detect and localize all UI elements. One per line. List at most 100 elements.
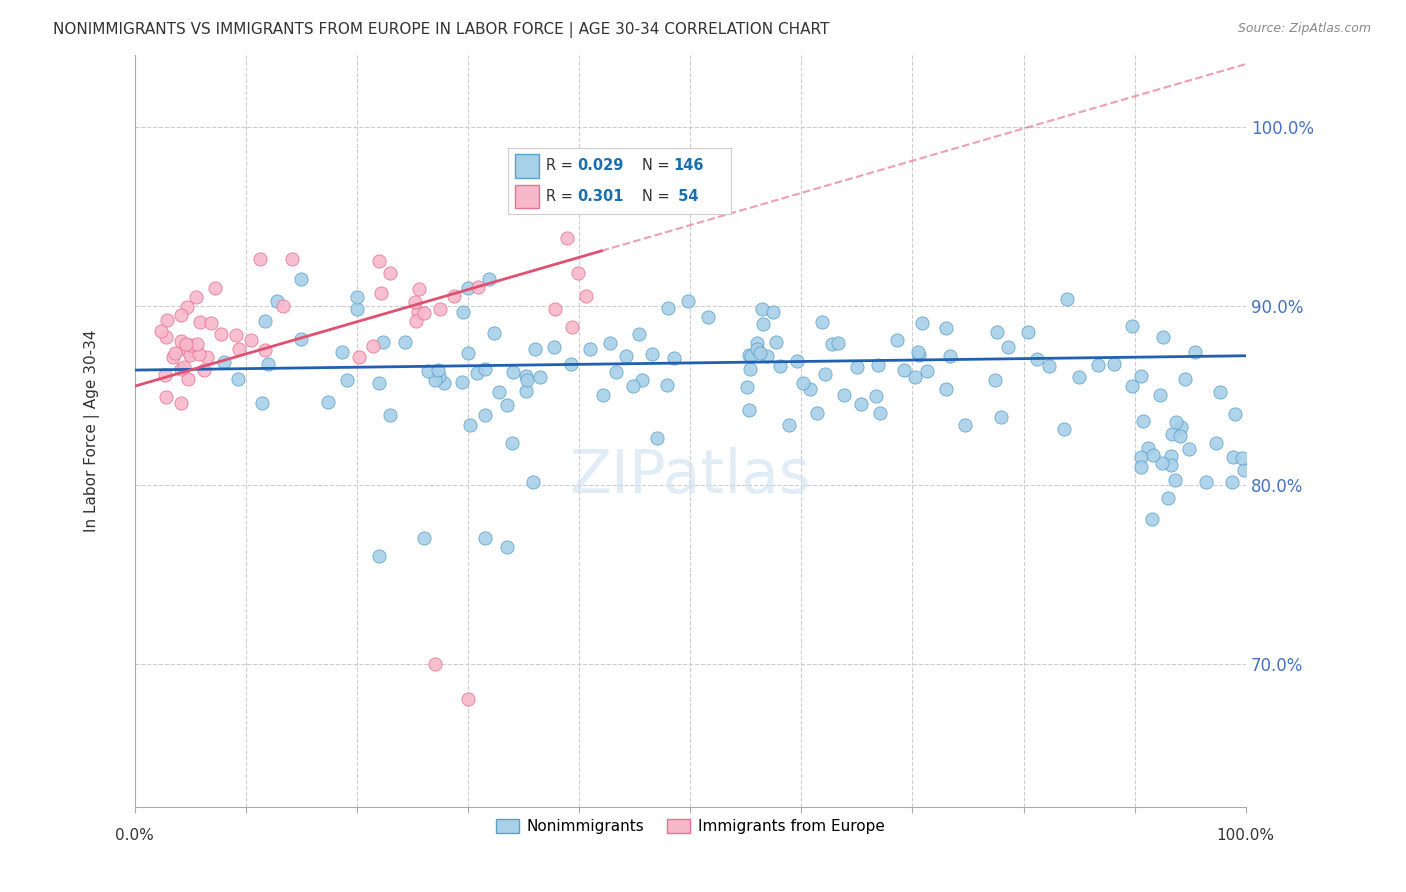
Point	[869, 406, 891, 420]
Point	[915, 364, 938, 378]
Point	[953, 418, 976, 433]
Point	[271, 299, 294, 313]
Point	[1142, 448, 1164, 462]
Point	[747, 342, 769, 356]
Text: N =: N =	[643, 159, 675, 173]
Point	[630, 374, 652, 388]
Point	[193, 363, 215, 377]
Point	[253, 343, 276, 357]
Point	[935, 382, 957, 396]
Point	[501, 436, 523, 450]
Point	[254, 314, 277, 328]
Text: 0.0%: 0.0%	[115, 828, 155, 843]
Point	[1104, 357, 1126, 371]
Point	[1160, 458, 1182, 472]
Point	[170, 334, 193, 349]
Point	[346, 290, 368, 304]
Point	[523, 342, 546, 356]
Point	[893, 363, 915, 377]
Point	[249, 252, 271, 267]
Point	[408, 282, 430, 296]
Point	[1132, 414, 1154, 428]
Text: N =: N =	[643, 189, 675, 204]
Point	[465, 367, 488, 381]
Point	[453, 305, 475, 319]
Point	[188, 347, 211, 361]
Point	[676, 294, 699, 309]
Bar	[515, 154, 540, 178]
Point	[423, 373, 446, 387]
Point	[368, 549, 391, 564]
Point	[1121, 319, 1143, 334]
Point	[200, 316, 222, 330]
Point	[737, 380, 759, 394]
Point	[153, 368, 176, 382]
Point	[225, 328, 247, 343]
Point	[174, 337, 197, 351]
Point	[1209, 385, 1232, 400]
Point	[150, 325, 173, 339]
Point	[179, 348, 201, 362]
Text: R =: R =	[546, 159, 578, 173]
Text: ZIPatlas: ZIPatlas	[569, 447, 811, 506]
Point	[413, 305, 436, 319]
Point	[645, 431, 668, 445]
Point	[451, 375, 474, 389]
Point	[316, 395, 339, 409]
Point	[834, 388, 856, 402]
Point	[330, 345, 353, 359]
Point	[169, 308, 191, 322]
Point	[412, 531, 434, 545]
Point	[1052, 422, 1074, 436]
Point	[368, 254, 391, 268]
Point	[579, 342, 602, 356]
Point	[1184, 345, 1206, 359]
Point	[266, 293, 288, 308]
Point	[488, 384, 510, 399]
Point	[1233, 463, 1256, 477]
Point	[1220, 475, 1243, 489]
Point	[180, 338, 202, 352]
Legend: Nonimmigrants, Immigrants from Europe: Nonimmigrants, Immigrants from Europe	[489, 814, 890, 840]
Point	[240, 333, 263, 347]
Point	[605, 365, 627, 379]
Point	[811, 315, 834, 329]
Point	[827, 336, 849, 351]
Point	[1017, 325, 1039, 339]
Point	[1067, 369, 1090, 384]
Point	[250, 396, 273, 410]
Point	[433, 376, 456, 391]
Point	[865, 389, 887, 403]
Point	[740, 349, 762, 363]
Text: Source: ZipAtlas.com: Source: ZipAtlas.com	[1237, 22, 1371, 36]
Point	[188, 315, 211, 329]
Point	[177, 372, 200, 386]
Text: 0.301: 0.301	[578, 189, 624, 204]
Text: 146: 146	[673, 159, 704, 173]
Point	[1130, 460, 1153, 475]
Point	[567, 266, 589, 280]
Point	[170, 395, 193, 409]
Point	[756, 349, 779, 363]
Point	[156, 313, 179, 327]
Point	[745, 336, 768, 351]
Point	[907, 348, 929, 362]
Point	[515, 384, 537, 398]
Point	[426, 363, 449, 377]
Point	[423, 657, 446, 671]
Point	[1056, 292, 1078, 306]
Point	[1164, 473, 1187, 487]
Point	[529, 369, 551, 384]
Point	[467, 280, 489, 294]
Point	[516, 373, 538, 387]
Point	[1121, 379, 1143, 393]
Point	[846, 359, 869, 374]
Text: In Labor Force | Age 30-34: In Labor Force | Age 30-34	[84, 330, 100, 533]
Point	[641, 346, 664, 360]
Point	[380, 267, 402, 281]
Point	[404, 294, 426, 309]
Point	[749, 346, 772, 360]
Point	[367, 376, 389, 390]
Point	[592, 388, 614, 402]
Point	[778, 417, 800, 432]
